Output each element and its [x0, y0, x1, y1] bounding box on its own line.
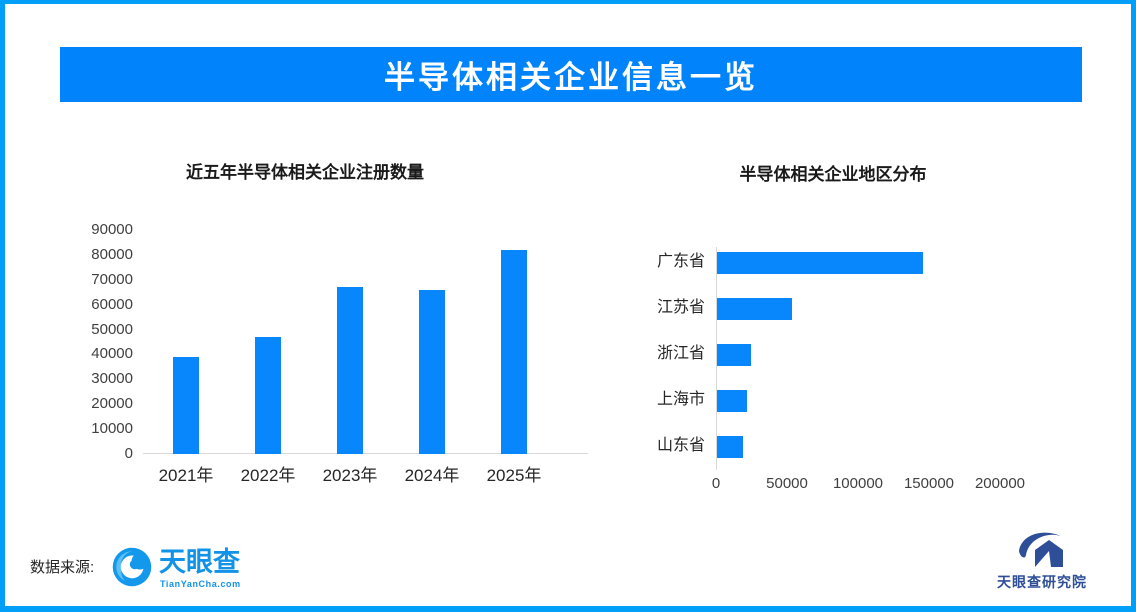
region-label: 浙江省 — [656, 345, 705, 362]
x-category-label: 2023年 — [322, 466, 378, 485]
year-bar — [173, 357, 199, 454]
year-bar — [337, 287, 363, 454]
y-axis-line — [716, 247, 717, 470]
y-tick-label: 20000 — [91, 395, 133, 412]
y-tick-label: 30000 — [91, 370, 133, 387]
year-bar — [255, 337, 281, 454]
x-tick-label: 150000 — [903, 475, 955, 492]
registrations-chart-title: 近五年半导体相关企业注册数量 — [186, 163, 424, 182]
year-bar — [501, 250, 527, 454]
y-tick-label: 50000 — [91, 321, 133, 338]
tianyancha-wordmark: 天眼查 — [159, 547, 240, 577]
tianyancha-url: TianYanCha.com — [160, 579, 241, 589]
research-institute-wordmark: 天眼查研究院 — [997, 574, 1087, 590]
region-label: 广东省 — [656, 253, 705, 270]
region-bar — [717, 344, 751, 366]
y-tick-label: 10000 — [91, 420, 133, 437]
x-tick-label: 0 — [711, 475, 721, 492]
y-tick-label: 80000 — [91, 246, 133, 263]
x-tick-label: 100000 — [832, 475, 884, 492]
y-tick-label: 60000 — [91, 296, 133, 313]
tianyancha-eye-icon — [112, 547, 152, 587]
x-category-label: 2024年 — [404, 466, 460, 485]
y-tick-label: 40000 — [91, 345, 133, 362]
region-bar — [717, 298, 792, 320]
region-label: 山东省 — [656, 437, 705, 454]
y-tick-label: 0 — [124, 445, 133, 462]
region-chart-title: 半导体相关企业地区分布 — [739, 165, 927, 184]
x-axis-line — [143, 453, 588, 454]
x-tick-label: 50000 — [766, 475, 808, 492]
region-bar — [717, 390, 747, 412]
x-category-label: 2022年 — [240, 466, 296, 485]
header-banner: 半导体相关企业信息一览 — [60, 47, 1082, 102]
x-category-label: 2021年 — [158, 466, 214, 485]
region-bar — [717, 436, 743, 458]
research-institute-icon — [1019, 532, 1063, 567]
region-label: 上海市 — [656, 391, 705, 408]
page-title: 半导体相关企业信息一览 — [384, 60, 758, 95]
region-label: 江苏省 — [656, 299, 705, 316]
x-tick-label: 200000 — [974, 475, 1026, 492]
data-source-label: 数据来源: — [30, 559, 95, 576]
year-bar — [419, 290, 445, 454]
region-bar — [717, 252, 923, 274]
y-tick-label: 70000 — [91, 271, 133, 288]
y-tick-label: 90000 — [91, 221, 133, 238]
x-category-label: 2025年 — [486, 466, 542, 485]
